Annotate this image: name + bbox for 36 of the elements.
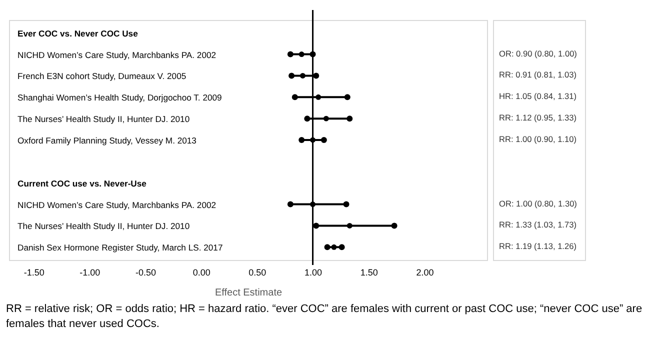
y-tick-label: NICHD Women’s Care Study, Marchbanks PA. 2002 (18, 50, 216, 60)
point (310, 202, 316, 208)
x-tick-label: 0.00 (192, 268, 210, 278)
x-tick-label: 0.50 (248, 268, 266, 278)
point (300, 72, 306, 78)
point (298, 52, 304, 58)
point (331, 244, 337, 250)
data-label: RR: 0.91 (0.81, 1.03) (499, 70, 577, 80)
y-tick-label: French E3N cohort Study, Dumeaux V. 2005 (18, 71, 186, 82)
x-tick-label: 2.00 (416, 268, 434, 278)
point (310, 137, 316, 143)
data-label: RR: 1.33 (1.03, 1.73) (499, 220, 577, 230)
data-label: RR: 1.19 (1.13, 1.26) (499, 241, 577, 252)
text: RR = relative risk; OR = odds ratio; HR = hazard ratio. “ever COC” are females with current or past COC use; “never COC use” are females that never used COCs. (6, 302, 644, 332)
data-label: RR: 1.00 (0.90, 1.10) (499, 134, 577, 144)
data-label: OR: 0.90 (0.80, 1.00) (499, 48, 578, 58)
data-label: RR: 1.12 (0.95, 1.33) (499, 112, 577, 123)
y-tick-label: Shanghai Women’s Health Study, Dorjgochoo T. 2009 (18, 92, 222, 103)
x-tick-label: -1.50 (24, 268, 44, 278)
y-tick-label: The Nurses’ Health Study II, Hunter DJ. 2010 (18, 114, 190, 124)
data-label: HR: 1.05 (0.84, 1.31) (499, 91, 577, 102)
y-tick-label: Danish Sex Hormone Register Study, March LS. 2017 (18, 242, 223, 253)
data-label: OR: 1.00 (0.80, 1.30) (499, 198, 578, 208)
x-tick-label: 1.50 (360, 268, 378, 278)
y-tick-label: Oxford Family Planning Study, Vessey M. 2013 (18, 136, 197, 146)
y-tick-label: NICHD Women’s Care Study, Marchbanks PA. 2002 (18, 200, 216, 210)
x-tick-label: -0.50 (135, 268, 156, 278)
y-tick-label: The Nurses’ Health Study II, Hunter DJ. 2010 (18, 221, 190, 232)
y-tick-label: Ever COC vs. Never COC Use (18, 28, 138, 38)
point (316, 94, 322, 100)
x-tick-label: 1.00 (304, 268, 322, 278)
y-tick-label: Current COC use vs. Never-Use (18, 178, 147, 188)
point (323, 116, 329, 122)
point (346, 222, 352, 228)
x-tick-label: -1.00 (80, 268, 100, 278)
x-axis-title: Effect Estimate (214, 288, 282, 298)
